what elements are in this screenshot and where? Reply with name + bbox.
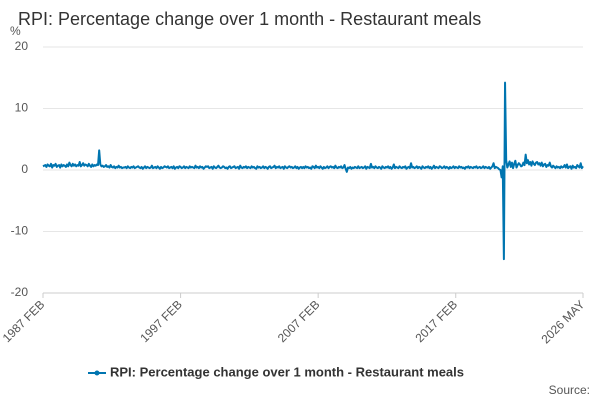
x-tick-label: 2026 MAY (538, 297, 587, 346)
chart-title: RPI: Percentage change over 1 month - Re… (18, 9, 481, 29)
y-tick-label: -20 (11, 285, 29, 299)
x-tick-label: 1987 FEB (0, 297, 47, 345)
y-tick-label: -10 (11, 224, 29, 238)
y-tick-label: 20 (15, 39, 29, 53)
legend-marker (94, 370, 100, 376)
y-tick-label: 10 (15, 101, 29, 115)
x-tick-label: 2017 FEB (412, 297, 460, 345)
x-tick-label: 2007 FEB (275, 297, 323, 345)
y-tick-label: 0 (21, 162, 28, 176)
legend-label: RPI: Percentage change over 1 month - Re… (110, 364, 464, 379)
x-tick-label: 1997 FEB (137, 297, 185, 345)
source: Source: (549, 383, 590, 397)
y-unit: % (10, 24, 21, 38)
series-line (42, 81, 584, 261)
